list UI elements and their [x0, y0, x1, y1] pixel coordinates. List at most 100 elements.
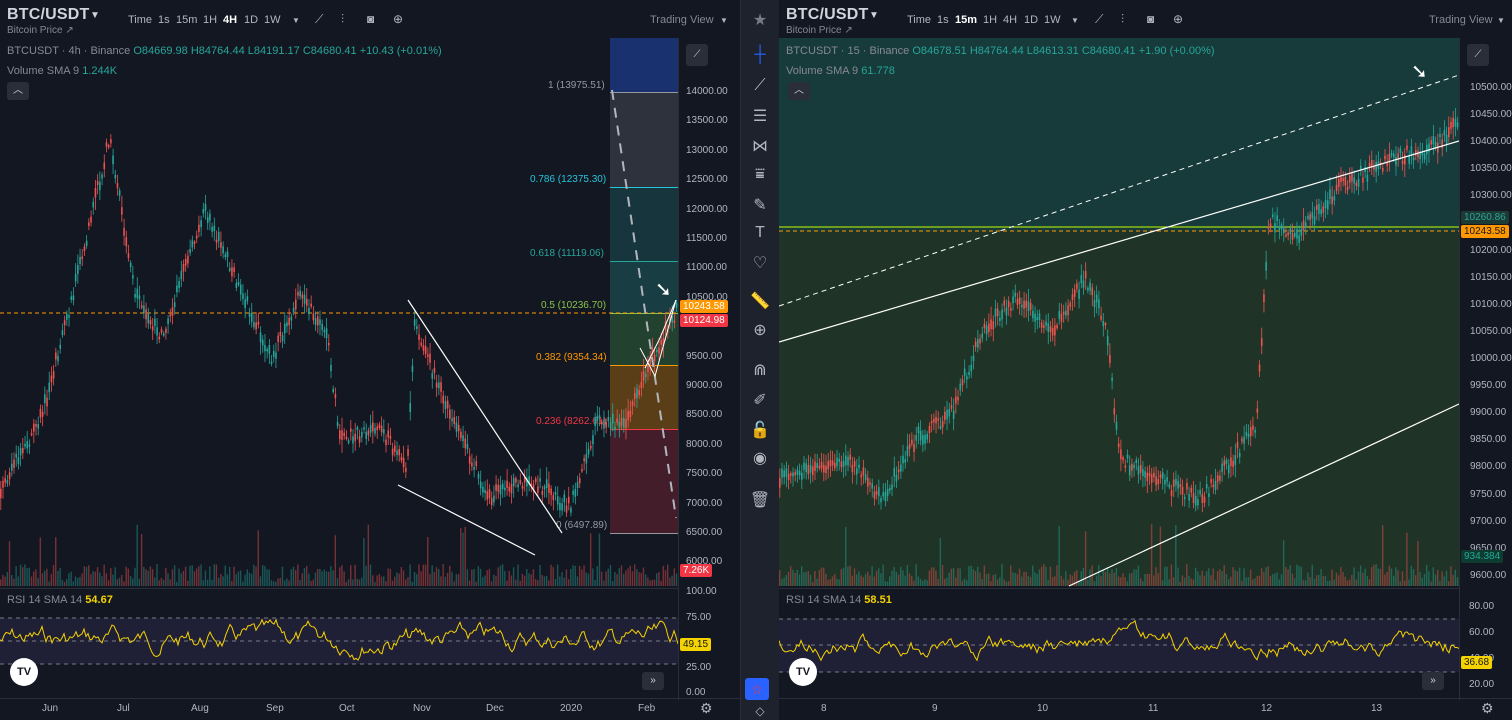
right-tf-1d[interactable]: 1D — [1024, 14, 1039, 26]
right-tf-15m[interactable]: 15m — [955, 14, 978, 26]
volume-bar — [814, 571, 816, 586]
volume-bar — [1122, 573, 1124, 586]
volume-bar — [922, 580, 924, 586]
right-tf-4h[interactable]: 4H — [1003, 14, 1018, 26]
right-tf-time[interactable]: Time — [907, 14, 932, 26]
scroll-right-button[interactable]: » — [642, 672, 664, 690]
right-tf-1s[interactable]: 1s — [937, 14, 949, 26]
add-icon[interactable]: ⊕ — [1173, 12, 1184, 26]
left-tf-1d[interactable]: 1D — [244, 14, 259, 26]
tradingview-logo[interactable]: TV — [10, 658, 38, 686]
right-tf-1w[interactable]: 1W — [1044, 14, 1061, 26]
right-subtitle[interactable]: Bitcoin Price ↗ — [786, 25, 853, 36]
ruler-icon[interactable]: 📏 — [750, 293, 770, 310]
crosshair-icon[interactable]: ┼ — [754, 46, 766, 63]
volume-bar — [224, 565, 226, 586]
fib-icon[interactable]: ☰ — [752, 108, 768, 125]
settings-icon[interactable]: ⚙ — [700, 700, 713, 716]
measure-lines-icon[interactable]: ⩸ — [755, 166, 765, 183]
left-tf-1w[interactable]: 1W — [264, 14, 281, 26]
diamond-icon[interactable]: ◇ — [755, 704, 765, 718]
candle-body — [1247, 433, 1250, 438]
volume-bar — [1161, 580, 1164, 586]
scale-settings-button[interactable]: ⟋ — [686, 44, 708, 66]
volume-bar — [308, 573, 310, 586]
candle-body — [88, 222, 90, 226]
scroll-right-button[interactable]: » — [1422, 672, 1444, 690]
candle-body — [1447, 127, 1450, 138]
trading-view-button[interactable]: Trading View — [650, 14, 714, 26]
volume-bar — [930, 567, 933, 586]
volume-bar — [548, 580, 550, 586]
brush-icon[interactable]: ✎ — [753, 197, 767, 214]
chart-type-icon[interactable]: ⟋ — [315, 12, 324, 26]
candle-body — [968, 371, 970, 375]
volume-bar — [856, 574, 858, 586]
volume-bar — [501, 564, 504, 586]
volume-bar — [933, 567, 935, 586]
left-subtitle[interactable]: Bitcoin Price ↗ — [7, 25, 74, 36]
heart-icon[interactable]: ♡ — [752, 255, 768, 272]
left-tf-1h[interactable]: 1H — [203, 14, 218, 26]
right-tf-1h[interactable]: 1H — [983, 14, 998, 26]
magnet-icon[interactable]: ⋒ — [753, 362, 767, 379]
chevron-down-icon[interactable]: ▼ — [720, 16, 728, 25]
tradingview-logo[interactable]: TV — [789, 658, 817, 686]
collapse-legend-button[interactable]: ︿ — [788, 82, 810, 100]
favorite-tool-button[interactable]: ☆ — [745, 678, 769, 700]
camera-icon[interactable]: ◙ — [1147, 12, 1155, 26]
candle-body — [636, 388, 638, 398]
candle-body — [532, 484, 535, 491]
volume-bar — [988, 573, 990, 586]
left-symbol[interactable]: BTC/USDT — [7, 6, 90, 23]
candle-body — [1238, 453, 1241, 457]
chevron-down-icon[interactable]: ▼ — [292, 16, 300, 25]
chart-type-icon[interactable]: ⟋ — [1095, 12, 1104, 26]
volume-bar — [1062, 579, 1065, 586]
candle-body — [0, 488, 2, 499]
x-label: Nov — [413, 703, 431, 714]
collapse-legend-button[interactable]: ︿ — [7, 82, 29, 100]
trend-line-icon[interactable]: ⟋ — [754, 77, 766, 94]
indicators-icon[interactable]: ⫶ — [1121, 12, 1125, 26]
x-label: 11 — [1148, 703, 1159, 714]
zoom-icon[interactable]: ⊕ — [753, 322, 767, 339]
lock-pencil-icon[interactable]: ✐ — [753, 392, 767, 409]
candle-body — [270, 361, 273, 364]
left-tf-4h[interactable]: 4H — [223, 14, 238, 26]
candle-body — [1395, 156, 1397, 166]
candle-body — [1419, 151, 1421, 160]
settings-icon[interactable]: ⚙ — [1481, 700, 1494, 716]
indicators-icon[interactable]: ⫶ — [341, 12, 345, 26]
volume-bar — [398, 573, 400, 586]
camera-icon[interactable]: ◙ — [367, 12, 375, 26]
trading-view-button[interactable]: Trading View — [1429, 14, 1493, 26]
trash-icon[interactable]: 🗑 — [749, 492, 771, 509]
chevron-down-icon[interactable]: ▼ — [1497, 16, 1505, 25]
volume-bar — [301, 573, 303, 586]
eye-icon[interactable]: ◉ — [753, 450, 767, 467]
candle-body — [1095, 294, 1098, 303]
volume-bar — [413, 571, 416, 586]
left-tf-time[interactable]: Time — [128, 14, 153, 26]
candle-body — [435, 382, 438, 388]
star-icon[interactable]: ★ — [752, 12, 768, 29]
volume-bar — [1084, 531, 1087, 586]
chevron-down-icon[interactable]: ▼ — [90, 10, 100, 21]
chevron-down-icon[interactable]: ▼ — [1071, 16, 1079, 25]
left-tf-1s[interactable]: 1s — [158, 14, 170, 26]
lock-icon[interactable]: 🔓 — [750, 422, 770, 439]
candle-body — [266, 348, 268, 352]
pattern-icon[interactable]: ⋈ — [752, 138, 768, 155]
add-icon[interactable]: ⊕ — [393, 12, 404, 26]
left-tf-15m[interactable]: 15m — [176, 14, 198, 26]
scale-settings-button[interactable]: ⟋ — [1467, 44, 1489, 66]
right-symbol[interactable]: BTC/USDT — [786, 6, 869, 23]
volume-bar — [959, 568, 961, 586]
candle-body — [41, 411, 44, 417]
chevron-down-icon[interactable]: ▼ — [869, 10, 879, 21]
text-icon[interactable]: T — [755, 224, 765, 241]
candle-body — [1029, 302, 1032, 310]
volume-bar — [545, 575, 548, 586]
candle-body — [1203, 496, 1206, 503]
